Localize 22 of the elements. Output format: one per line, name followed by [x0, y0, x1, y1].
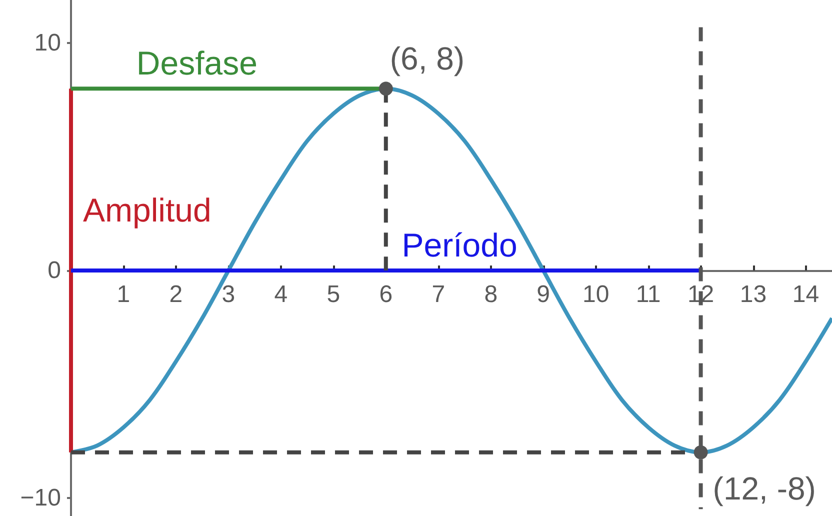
x-tick-label: 2: [169, 281, 183, 308]
x-tick-label: 14: [792, 281, 820, 308]
series-label: Amplitud: [83, 192, 212, 229]
x-tick-label: 3: [222, 281, 236, 308]
x-tick-label: 8: [484, 281, 498, 308]
x-tick-label: 4: [274, 281, 288, 308]
x-tick-label: 9: [536, 281, 550, 308]
series-label: Período: [402, 226, 518, 264]
x-tick-label: 13: [740, 281, 767, 308]
x-tick-label: 12: [687, 281, 714, 308]
y-tick-label: 10: [34, 30, 61, 57]
x-tick-label: 11: [636, 281, 661, 308]
y-tick-label: −10: [20, 484, 61, 512]
x-tick-label: 1: [116, 281, 130, 308]
x-tick-label: 6: [379, 281, 393, 308]
x-tick-label: 5: [326, 281, 340, 308]
data-label: (12, -8): [712, 470, 816, 506]
x-tick-label: 10: [582, 281, 610, 308]
data-label: (6, 8): [390, 40, 465, 77]
x-tick-label: 7: [432, 281, 446, 308]
series-label: Desfase: [136, 44, 258, 82]
y-tick-label: 0: [48, 257, 61, 284]
